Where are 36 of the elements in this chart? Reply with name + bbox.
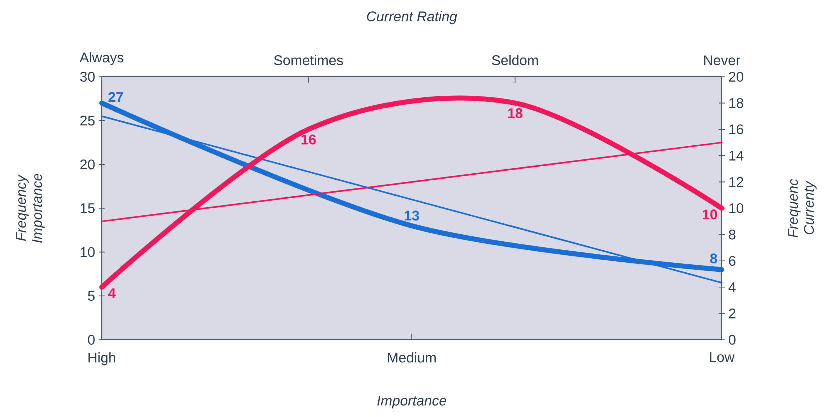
- y-tick-label: 4: [728, 282, 736, 292]
- y-tick-label: 15: [80, 204, 95, 214]
- y-tick-label: 2: [729, 308, 736, 319]
- y-tick-label: 10: [80, 247, 95, 258]
- x-axis-title: Current Rating: [367, 11, 458, 24]
- x-tick-label: Never: [704, 56, 740, 66]
- data-label: 4: [108, 288, 116, 298]
- data-label: 8: [710, 254, 718, 264]
- y-tick-label: 5: [88, 291, 95, 302]
- y-tick-label: 0: [729, 335, 736, 345]
- y-axis-title: Frequenc Currenty: [788, 179, 817, 238]
- x-tick-label: Seldom: [492, 55, 538, 66]
- x-tick-label: Low: [710, 352, 735, 362]
- data-label: 18: [508, 108, 523, 118]
- y-tick-label: 12: [730, 177, 744, 188]
- y-tick-label: 6: [729, 256, 736, 266]
- y-tick-label: 8: [729, 230, 736, 240]
- y-axis-title: Frequency Importance: [16, 174, 45, 243]
- x-tick-label: High: [88, 352, 116, 366]
- y-tick-label: 16: [730, 124, 744, 135]
- data-label: 10: [703, 210, 718, 220]
- data-label: 27: [108, 92, 124, 102]
- data-label: 16: [302, 134, 316, 145]
- x-axis-title: Importance: [378, 396, 447, 409]
- y-tick-label: 25: [80, 116, 95, 126]
- data-label: 13: [405, 210, 420, 221]
- y-tick-label: 14: [730, 151, 744, 161]
- y-tick-label: 0: [88, 335, 95, 345]
- x-tick-label: Medium: [388, 352, 436, 363]
- y-tick-label: 20: [729, 72, 744, 82]
- y-tick-label: 18: [730, 98, 744, 108]
- x-tick-label: Always: [80, 52, 124, 66]
- y-tick-label: 10: [730, 204, 744, 214]
- y-tick-label: 20: [80, 160, 95, 170]
- y-tick-label: 30: [80, 72, 95, 82]
- x-tick-label: Sometimes: [274, 55, 344, 66]
